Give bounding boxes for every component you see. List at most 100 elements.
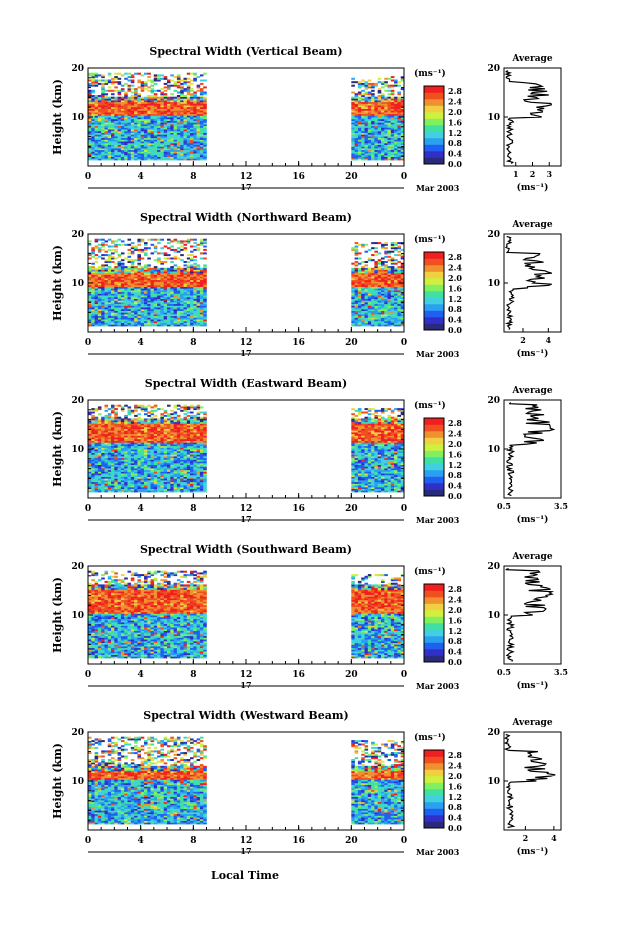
- heatmap-cell: [147, 126, 151, 128]
- panel-1: Spectral Width (Vertical Beam)1020Height…: [51, 45, 561, 193]
- heatmap-cell: [131, 102, 135, 104]
- day-label: 17: [240, 182, 251, 192]
- heatmap-cell: [164, 129, 168, 131]
- heatmap-cell: [128, 485, 132, 487]
- heatmap-cell: [95, 295, 99, 297]
- heatmap-cell: [187, 85, 191, 87]
- heatmap-cell: [154, 78, 158, 80]
- heatmap-cell: [170, 307, 174, 309]
- heatmap-cell: [114, 122, 118, 124]
- heatmap-cell: [105, 119, 109, 121]
- heatmap-cell: [151, 126, 155, 128]
- heatmap-cell: [167, 148, 171, 150]
- heatmap-cell: [141, 136, 145, 138]
- heatmap-cell: [101, 254, 105, 256]
- heatmap-cell: [144, 73, 148, 75]
- heatmap-cell: [121, 141, 125, 143]
- heatmap-cell: [134, 285, 138, 287]
- heatmap-cell: [144, 122, 148, 124]
- heatmap-cell: [157, 114, 161, 116]
- heatmap-cell: [111, 102, 115, 104]
- heatmap-cell: [108, 122, 112, 124]
- heatmap-cell: [108, 97, 112, 99]
- heatmap-cell: [111, 136, 115, 138]
- heatmap-cell: [368, 83, 372, 85]
- heatmap-cell: [368, 129, 372, 131]
- heatmap-cell: [200, 122, 204, 124]
- heatmap-cell: [160, 126, 164, 128]
- heatmap-cell: [114, 148, 118, 150]
- heatmap-cell: [177, 98, 181, 100]
- colorbar-segment: [424, 324, 444, 331]
- heatmap-cell: [388, 295, 392, 297]
- heatmap-cell: [177, 74, 181, 76]
- heatmap-cell: [105, 102, 109, 104]
- heatmap-cell: [114, 81, 118, 83]
- colorbar-segment: [424, 93, 444, 100]
- heatmap-cell: [174, 273, 178, 275]
- heatmap-cell: [184, 88, 188, 90]
- colorbar-segment: [424, 311, 444, 318]
- heatmap-cell: [131, 319, 135, 321]
- heatmap-cell: [371, 273, 375, 275]
- heatmap-cell: [381, 148, 385, 150]
- heatmap-cell: [184, 295, 188, 297]
- heatmap-cell: [371, 259, 375, 261]
- heatmap-cell: [144, 81, 148, 83]
- heatmap-cell: [200, 307, 204, 309]
- heatmap-cell: [180, 153, 184, 155]
- x-tick-label: 0: [85, 172, 91, 182]
- heatmap-cell: [378, 307, 382, 309]
- heatmap-cell: [118, 102, 122, 104]
- heatmap-cell: [358, 258, 362, 260]
- heatmap-cell: [351, 319, 355, 321]
- heatmap-cell: [121, 97, 125, 99]
- heatmap-cell: [394, 102, 398, 104]
- heatmap-cell: [101, 239, 105, 241]
- y-axis-label: Height (km): [51, 245, 64, 321]
- heatmap-cell: [124, 244, 128, 246]
- heatmap-cell: [167, 98, 171, 100]
- heatmap-cell: [114, 78, 118, 80]
- heatmap-cell: [128, 85, 132, 87]
- heatmap-cell: [157, 102, 161, 104]
- heatmap-cell: [197, 244, 201, 246]
- heatmap-cell: [101, 148, 105, 150]
- heatmap-cell: [131, 129, 135, 131]
- heatmap-cell: [394, 247, 398, 249]
- heatmap-cell: [384, 78, 388, 80]
- heatmap-cell: [121, 98, 125, 100]
- heatmap-cell: [147, 119, 151, 121]
- heatmap-cell: [381, 81, 385, 83]
- heatmap-cell: [160, 485, 164, 487]
- heatmap-cell: [371, 148, 375, 150]
- heatmap-cell: [365, 122, 369, 124]
- heatmap-cell: [374, 247, 378, 249]
- heatmap-cell: [378, 295, 382, 297]
- heatmap-cell: [184, 285, 188, 287]
- heatmap-cell: [124, 266, 128, 268]
- heatmap-cell: [105, 107, 109, 109]
- heatmap-cell: [98, 256, 102, 258]
- heatmap-cell: [151, 307, 155, 309]
- heatmap-cell: [98, 114, 102, 116]
- heatmap-cell: [167, 242, 171, 244]
- heatmap-cell: [177, 85, 181, 87]
- heatmap-cell: [374, 129, 378, 131]
- heatmap-cell: [378, 141, 382, 143]
- heatmap-cell: [160, 141, 164, 143]
- heatmap-cell: [131, 261, 135, 263]
- heatmap-cell: [388, 86, 392, 88]
- heatmap-cell: [190, 148, 194, 150]
- heatmap-cell: [197, 129, 201, 131]
- heatmap-cell: [131, 98, 135, 100]
- heatmap-cell: [358, 81, 362, 83]
- heatmap-cell: [200, 119, 204, 121]
- heatmap-cell: [144, 247, 148, 249]
- heatmap-cell: [124, 98, 128, 100]
- colorbar-segment: [424, 278, 444, 285]
- heatmap-cell: [203, 246, 207, 248]
- heatmap-cell: [131, 114, 135, 116]
- heatmap-cell: [164, 78, 168, 80]
- heatmap-cell: [88, 110, 92, 112]
